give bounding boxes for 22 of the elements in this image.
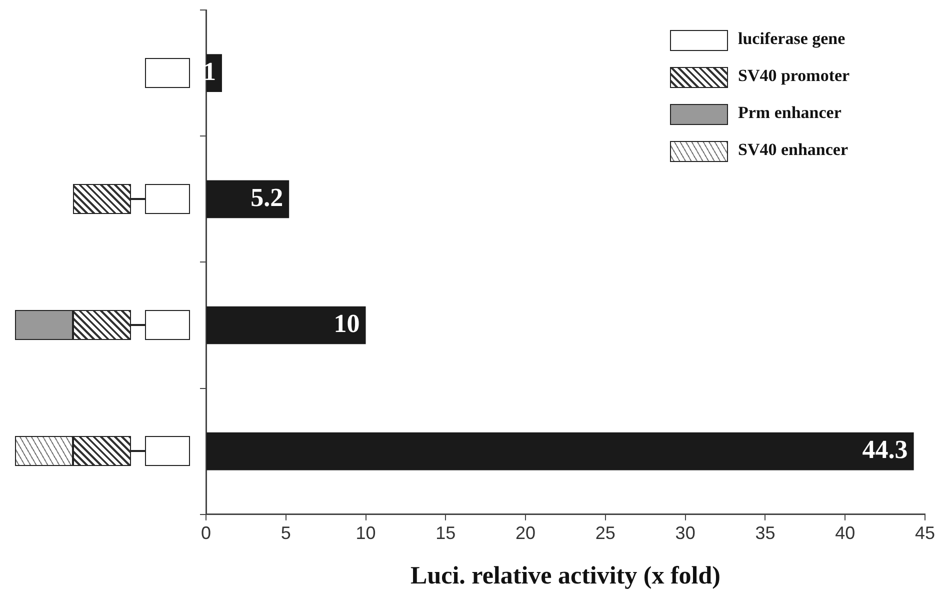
data-label: 5.2 (250, 182, 284, 212)
data-label: 44.3 (862, 435, 908, 464)
bar (206, 180, 290, 218)
data-label: 1 (202, 56, 216, 86)
x-tick-label: 25 (595, 523, 616, 544)
x-tick-label: 35 (755, 523, 776, 544)
x-tick-label: 15 (436, 523, 456, 544)
data-label: 10 (334, 308, 360, 338)
annotation: SV40 promoter (738, 66, 850, 86)
x-tick-label: 30 (675, 523, 696, 544)
annotation: SV40 enhancer (738, 140, 848, 160)
annotation: luciferase gene (738, 29, 846, 49)
x-axis-title: Luci. relative activity (x fold) (410, 562, 720, 590)
x-tick-label: 40 (835, 523, 856, 544)
x-tick-label: 10 (356, 523, 376, 544)
x-tick-label: 5 (280, 523, 291, 544)
x-tick-label: 45 (914, 523, 936, 544)
bar (206, 306, 366, 344)
annotation: Prm enhancer (738, 103, 842, 123)
x-tick-label: 20 (516, 523, 536, 544)
x-tick-label: 0 (200, 523, 212, 544)
bar (206, 432, 914, 470)
